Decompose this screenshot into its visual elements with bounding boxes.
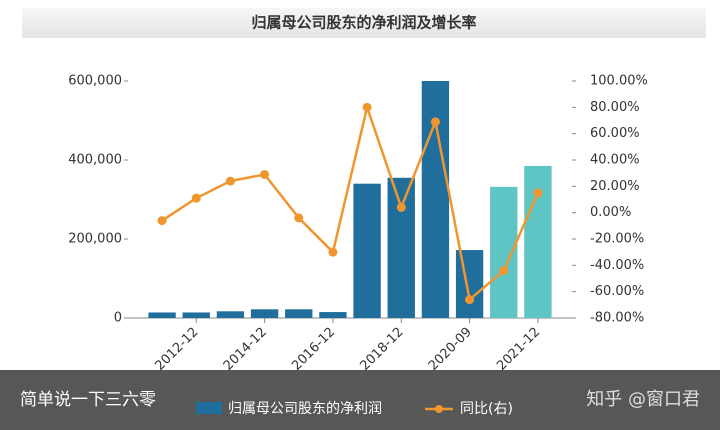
legend-label: 归属母公司股东的净利润: [228, 400, 382, 417]
bar: [285, 309, 313, 318]
y2-tick-label: -60.00%: [590, 284, 644, 299]
title-bar: [22, 8, 706, 38]
x-tick-label: 2021-12: [494, 325, 543, 374]
x-tick-label: 2016-12: [289, 325, 338, 374]
line-point: [499, 266, 509, 276]
y-tick-label: 0: [114, 311, 122, 326]
line-point: [465, 295, 475, 305]
line-point: [157, 216, 167, 226]
y-tick-label: 600,000: [68, 74, 122, 89]
line-point: [260, 169, 270, 179]
y-tick-label: 400,000: [68, 153, 122, 168]
caption: 简单说一下三六零: [20, 390, 156, 410]
caption-bar: [0, 370, 720, 430]
line-point: [294, 213, 304, 223]
line-point: [328, 247, 338, 257]
line-point: [533, 188, 543, 198]
watermark: 知乎 @窗口君: [586, 389, 700, 410]
y-tick-label: 200,000: [68, 232, 122, 247]
legend-swatch: [435, 405, 443, 413]
bar: [319, 312, 347, 318]
line-point: [430, 117, 440, 127]
line-point: [362, 102, 372, 112]
line-point: [191, 193, 201, 203]
y2-tick-label: 60.00%: [590, 126, 640, 141]
bar: [490, 186, 518, 318]
bar: [387, 177, 415, 318]
y2-tick-label: -80.00%: [590, 311, 644, 326]
y2-tick-label: 80.00%: [590, 100, 640, 115]
chart-title: 归属母公司股东的净利润及增长率: [251, 14, 476, 32]
bar: [353, 183, 381, 318]
y2-tick-label: -40.00%: [590, 258, 644, 273]
y2-tick-label: 40.00%: [590, 153, 640, 168]
bar: [455, 250, 484, 318]
bar: [421, 81, 450, 318]
x-tick-label: 2012-12: [153, 325, 202, 374]
x-tick-label: 2020-09: [426, 325, 475, 374]
y2-tick-label: 100.00%: [590, 74, 648, 89]
y2-tick-label: -20.00%: [590, 232, 644, 247]
line: [161, 102, 540, 302]
bar: [148, 312, 176, 318]
x-tick-label: 2018-12: [358, 325, 407, 374]
bar: [182, 312, 210, 318]
legend-swatch: [196, 402, 222, 414]
y2-tick-label: 20.00%: [590, 179, 640, 194]
x-tick-label: 2014-12: [221, 325, 270, 374]
line-point: [225, 176, 235, 186]
bar: [250, 309, 279, 318]
legend-label: 同比(右): [460, 401, 513, 417]
line-point: [396, 202, 406, 212]
bar: [216, 311, 245, 318]
y2-tick-label: 0.00%: [590, 205, 631, 220]
